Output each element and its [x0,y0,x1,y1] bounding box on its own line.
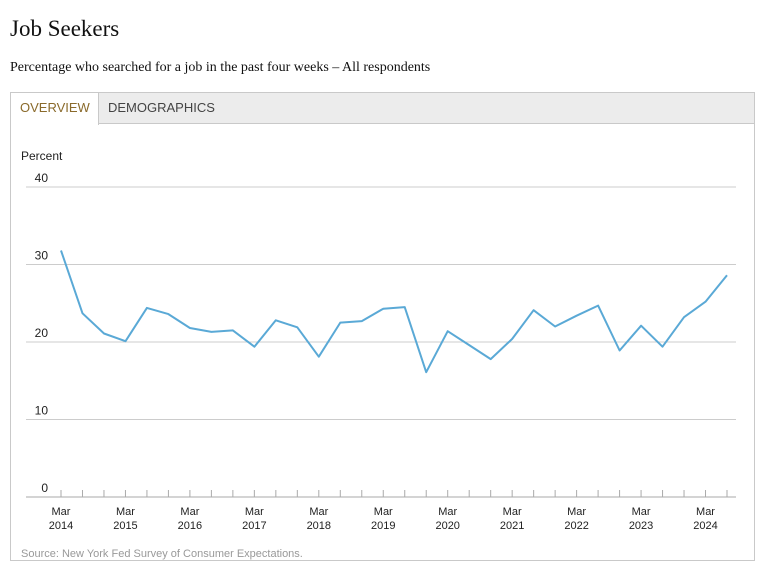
x-tick-label-year: 2022 [564,520,588,532]
x-tick-label-year: 2024 [693,520,717,532]
data-point [575,314,579,318]
x-tick-label-month: Mar [116,506,135,518]
x-tick-label-month: Mar [438,506,457,518]
y-tick-label: 20 [35,326,49,340]
x-tick-label-year: 2014 [49,520,73,532]
data-point [661,345,665,349]
data-point [338,321,342,325]
x-tick-label-month: Mar [309,506,328,518]
data-point [166,312,170,316]
tab-demographics[interactable]: DEMOGRAPHICS [108,100,215,115]
x-tick-label-month: Mar [180,506,199,518]
data-point [209,330,213,334]
data-point [80,311,84,315]
data-point [618,349,622,353]
x-tick-label-month: Mar [632,506,651,518]
data-point [532,308,536,312]
data-point [682,315,686,319]
tab-bar: OVERVIEW DEMOGRAPHICS [11,93,754,125]
data-point [596,304,600,308]
y-tick-label: 0 [41,481,48,495]
x-tick-label-month: Mar [245,506,264,518]
data-point [252,345,256,349]
data-point [59,249,63,253]
x-tick-label-month: Mar [52,506,71,518]
series-line [60,250,728,374]
data-point [446,329,450,333]
data-point [188,326,192,330]
x-tick-label-month: Mar [503,506,522,518]
x-tick-label-month: Mar [374,506,393,518]
data-point [704,300,708,304]
x-tick-label-year: 2016 [178,520,202,532]
data-point [145,306,149,310]
data-point [123,339,127,343]
x-tick-label-year: 2015 [113,520,137,532]
chart-panel: OVERVIEW DEMOGRAPHICS Percent 0 10 20 30 40 … [10,92,755,561]
x-tick-label-month: Mar [696,506,715,518]
tab-overview[interactable]: OVERVIEW [11,93,99,125]
x-tick-label-month: Mar [567,506,586,518]
data-point [274,318,278,322]
y-axis-label: Percent [21,149,63,163]
page-subtitle: Percentage who searched for a job in the… [10,60,431,75]
x-tick-label-year: 2023 [629,520,653,532]
x-tick-label-year: 2020 [435,520,459,532]
x-tick-label-year: 2019 [371,520,395,532]
data-point [381,307,385,311]
data-point [317,355,321,359]
y-tick-label: 10 [35,404,49,418]
data-point [553,325,557,329]
x-tick-label-year: 2021 [500,520,524,532]
data-point [403,305,407,309]
data-point [725,273,729,277]
x-tick-label-year: 2018 [307,520,331,532]
data-point [360,319,364,323]
data-point [102,331,106,335]
data-point [489,357,493,361]
y-tick-label: 30 [35,249,49,263]
y-tick-label: 40 [35,171,49,185]
line-chart: Percent 0 10 20 30 40 Mar 2014 Mar 2015 Mar 2016 M… [21,149,736,532]
x-tick-label-year: 2017 [242,520,266,532]
page-title: Job Seekers [10,16,120,41]
data-point [639,324,643,328]
data-point [424,370,428,374]
data-point [231,328,235,332]
data-point [467,343,471,347]
data-point [510,337,514,341]
source-note: Source: New York Fed Survey of Consumer … [21,548,303,560]
data-point [295,325,299,329]
